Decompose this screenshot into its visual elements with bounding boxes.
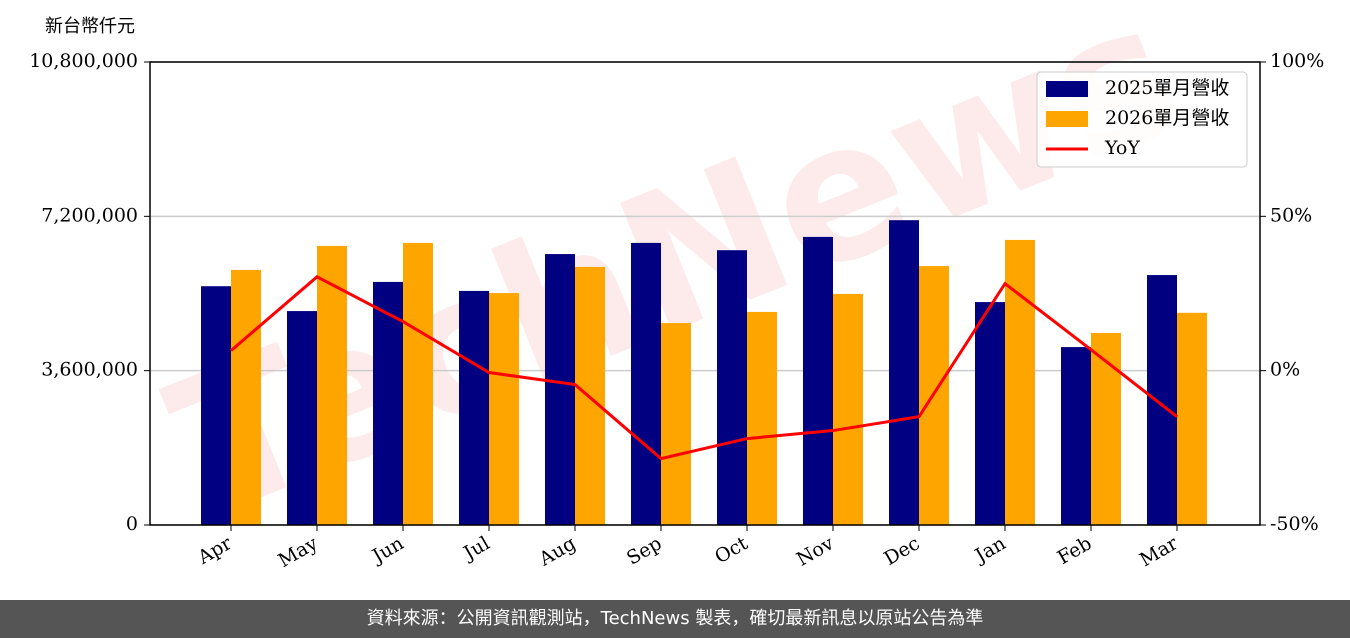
- bar: [373, 281, 403, 525]
- bar: [545, 254, 575, 525]
- x-tick-label: Nov: [793, 532, 838, 571]
- x-tick-label: Jul: [458, 532, 493, 565]
- legend-label: 2025單月營收: [1105, 77, 1229, 99]
- bar: [459, 290, 489, 525]
- y-axis-label: 新台幣仟元: [45, 16, 135, 37]
- legend: 2025單月營收 2026單月營收 YoY: [1036, 71, 1248, 168]
- bar: [661, 323, 691, 525]
- y-tick-label: 0: [126, 513, 138, 535]
- x-tick-label: Dec: [880, 532, 923, 570]
- legend-swatch: [1046, 81, 1088, 97]
- y-tick-label: 3,600,000: [41, 359, 138, 381]
- x-tick-label: Feb: [1054, 532, 1096, 569]
- y2-tick-label: -50%: [1270, 513, 1319, 535]
- y2-tick-label: 100%: [1270, 50, 1324, 72]
- bar: [201, 286, 231, 525]
- legend-box: [1036, 71, 1248, 168]
- bar: [747, 311, 777, 525]
- legend-label: YoY: [1104, 137, 1140, 159]
- bar: [1177, 312, 1207, 525]
- legend-swatch: [1046, 111, 1088, 127]
- bar: [1091, 332, 1121, 525]
- x-tick-label: Jan: [970, 532, 1010, 568]
- legend-label: 2026單月營收: [1105, 107, 1229, 129]
- bar: [889, 220, 919, 526]
- x-tick-label: May: [275, 532, 322, 572]
- bar: [717, 250, 747, 525]
- bar: [803, 236, 833, 525]
- bar: [317, 245, 347, 526]
- bar: [403, 242, 433, 525]
- y-tick-label: 7,200,000: [41, 204, 138, 226]
- bar: [1061, 347, 1091, 525]
- bar: [631, 242, 661, 525]
- bar: [1005, 239, 1035, 525]
- x-tick-label: Jun: [367, 532, 408, 568]
- bar: [231, 269, 261, 525]
- x-tick-label: Mar: [1136, 532, 1182, 571]
- x-tick-label: Oct: [711, 532, 752, 568]
- y-tick-label: 10,800,000: [29, 50, 138, 72]
- plot-frame: [149, 61, 1261, 526]
- x-tick-label: Sep: [623, 532, 666, 569]
- bar: [833, 293, 863, 525]
- bar: [287, 311, 317, 525]
- bar: [1147, 275, 1177, 525]
- bar: [489, 293, 519, 525]
- y2-tick-label: 0%: [1270, 359, 1300, 381]
- chart: 新台幣仟元 TechNews 03,600,0007,200,00010,800…: [29, 0, 1324, 572]
- x-tick-label: Aug: [535, 532, 580, 571]
- footer: 資料來源：公開資訊觀測站，TechNews 製表，確切最新訊息以原站公告為準: [0, 600, 1350, 638]
- y2-tick-label: 50%: [1270, 204, 1312, 226]
- line: [230, 275, 1178, 461]
- bar: [975, 302, 1005, 525]
